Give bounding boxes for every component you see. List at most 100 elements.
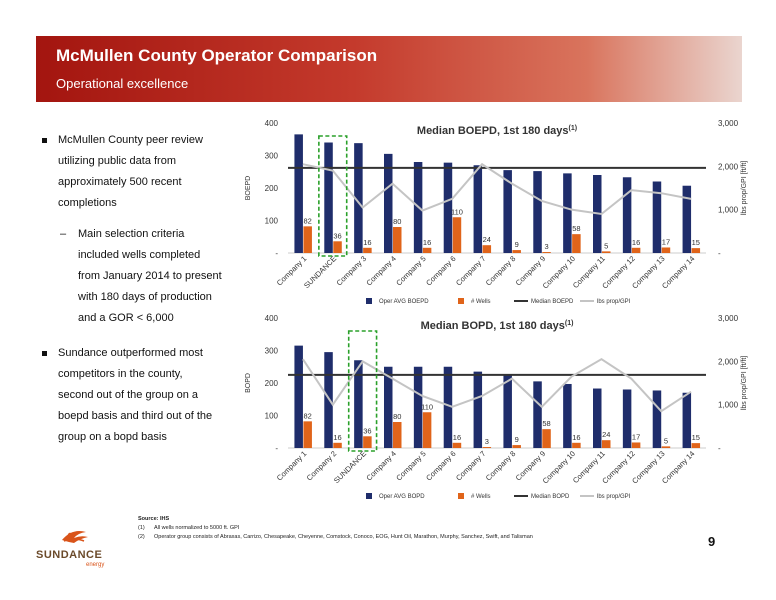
y2-tick-label: 1,000	[718, 206, 739, 215]
wells-data-label: 24	[483, 235, 491, 244]
wells-data-label: 5	[604, 241, 608, 250]
y2-tick-label: 2,000	[718, 162, 739, 171]
bullet-line: with 180 days of production	[78, 291, 212, 303]
legend-swatch	[458, 493, 464, 499]
bar-wells	[691, 443, 701, 448]
bullet-peer-review: McMullen County peer review utilizing pu…	[40, 130, 250, 214]
square-bullet-icon	[42, 138, 47, 143]
y2-tick-label: 3,000	[718, 119, 739, 128]
bullet-line: completions	[58, 197, 117, 209]
wells-data-label: 80	[393, 412, 401, 421]
bar-primary	[533, 381, 542, 448]
wells-data-label: 110	[421, 402, 433, 411]
bar-primary	[593, 388, 602, 448]
bullet-line: competitors in the county,	[58, 368, 183, 380]
y-tick-label: 100	[265, 412, 279, 421]
y-tick-label: 300	[265, 152, 279, 161]
bullet-line: approximately 500 recent	[58, 176, 182, 188]
bar-primary	[563, 173, 572, 253]
y-axis-label: BOEPD	[245, 176, 252, 201]
wells-data-label: 36	[333, 231, 341, 240]
legend-label: Median BOPD	[531, 494, 570, 500]
chart-title-footnote-ref: (1)	[565, 320, 574, 327]
y2-tick-label: 3,000	[718, 314, 739, 323]
chart-title-footnote-ref: (1)	[569, 125, 578, 132]
wells-data-label: 5	[664, 436, 668, 445]
dash-bullet-icon: –	[60, 228, 67, 240]
wells-data-label: 3	[485, 437, 489, 446]
wells-data-label: 17	[632, 432, 640, 441]
bullet-line: Main selection criteria	[78, 228, 185, 240]
bar-primary	[682, 392, 692, 448]
wells-data-label: 82	[304, 216, 312, 225]
bar-primary	[384, 366, 393, 448]
bar-primary	[413, 366, 423, 448]
bullet-line: from January 2014 to present	[78, 270, 222, 282]
bullet-line: Sundance outperformed most	[58, 347, 203, 359]
bar-primary	[652, 181, 662, 253]
y-tick-label: 200	[265, 184, 279, 193]
wells-data-label: 58	[542, 419, 550, 428]
footnote-number: (1)	[138, 525, 145, 531]
logo-tagline: energy	[86, 562, 104, 568]
bar-wells	[303, 226, 312, 253]
wells-data-label: 80	[393, 217, 401, 226]
y2-tick-label: 1,000	[718, 401, 739, 410]
y-tick-label: -	[275, 249, 278, 258]
bar-wells	[452, 442, 462, 448]
bar-wells	[631, 247, 641, 253]
bar-wells	[363, 436, 372, 448]
bar-wells	[482, 245, 492, 253]
wells-data-label: 110	[451, 207, 463, 216]
boepd-chart: - 100 200 300 400 - 1,000 2,000 3,000 BOEPD lbs pr…	[245, 119, 748, 305]
category-label: Company 5	[394, 254, 427, 287]
bar-primary	[324, 142, 333, 253]
highlight-box	[347, 330, 378, 452]
category-label: Company 1	[275, 449, 308, 482]
bar-wells	[631, 442, 641, 448]
y-axis-label: BOPD	[245, 373, 252, 393]
y-tick-label: 300	[265, 347, 279, 356]
slide-subtitle: Operational excellence	[56, 76, 189, 91]
bar-primary	[473, 165, 483, 253]
legend-swatch	[366, 298, 372, 304]
footnotes: Source: IHS (1) All wells normalized to 5…	[138, 515, 533, 542]
bullet-line: second out of the group on a	[58, 389, 199, 401]
wells-data-label: 16	[572, 433, 580, 442]
bar-primary	[622, 389, 632, 448]
bar-primary	[354, 143, 363, 253]
bar-primary	[563, 383, 572, 448]
bar-wells	[482, 447, 492, 448]
legend-label: lbs prop/GPI	[597, 299, 631, 305]
header-banner: McMullen County Operator Comparison Oper…	[36, 36, 742, 102]
wells-data-label: 9	[515, 435, 519, 444]
chart-title: Median BOPD, 1st 180 days(1)	[421, 320, 574, 332]
bar-primary	[443, 162, 453, 253]
bullet-line: group on a bopd basis	[58, 431, 167, 443]
bar-primary	[503, 170, 512, 253]
wells-data-label: 9	[515, 240, 519, 249]
square-bullet-icon	[42, 351, 47, 356]
y-tick-label: 400	[265, 314, 279, 323]
bar-primary	[652, 390, 662, 448]
legend-label: Median BOEPD	[531, 299, 574, 305]
category-label: Company 7	[454, 449, 487, 482]
wells-data-label: 16	[333, 433, 341, 442]
wells-data-label: 3	[544, 242, 548, 251]
category-label: Company 3	[335, 254, 368, 287]
bar-primary	[622, 177, 632, 253]
lbs-prop-line	[302, 162, 692, 216]
bar-primary	[354, 360, 363, 448]
bullet-line: included wells completed	[78, 249, 201, 261]
bar-wells	[333, 442, 342, 448]
wells-data-label: 16	[632, 238, 640, 247]
legend-swatch	[366, 493, 372, 499]
footnote-number: (2)	[138, 534, 145, 540]
chart-title: Median BOEPD, 1st 180 days(1)	[417, 125, 577, 137]
y2-tick-label: 2,000	[718, 357, 739, 366]
footnote-text: Operator group consists of Abraxas, Carr…	[154, 534, 533, 540]
category-label: Company 6	[424, 449, 457, 482]
category-label: Company 7	[454, 254, 487, 287]
highlight-box	[318, 135, 348, 257]
bar-wells	[512, 250, 521, 253]
